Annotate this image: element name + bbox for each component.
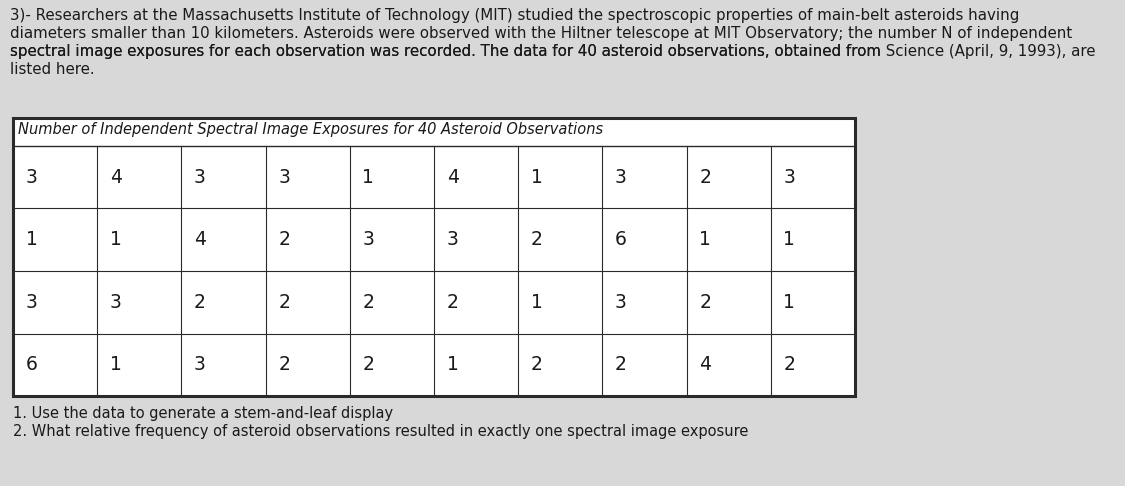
Text: 2: 2 (278, 293, 290, 312)
Text: 1. Use the data to generate a stem-and-leaf display: 1. Use the data to generate a stem-and-l… (14, 406, 393, 421)
Text: 2: 2 (278, 230, 290, 249)
Text: 3: 3 (615, 293, 627, 312)
Text: spectral image exposures for each observation was recorded. The data for 40 aste: spectral image exposures for each observ… (10, 44, 1096, 59)
Text: 2: 2 (531, 355, 542, 374)
Text: 6: 6 (615, 230, 627, 249)
Text: 3: 3 (26, 293, 37, 312)
Text: 4: 4 (193, 230, 206, 249)
Text: 1: 1 (531, 168, 542, 187)
Text: 2: 2 (362, 355, 375, 374)
Text: 2: 2 (362, 293, 375, 312)
Text: 3: 3 (783, 168, 795, 187)
Text: 6: 6 (26, 355, 37, 374)
Text: 1: 1 (783, 293, 795, 312)
Text: Number of Independent Spectral Image Exposures for 40 Asteroid Observations: Number of Independent Spectral Image Exp… (18, 122, 603, 137)
Text: 1: 1 (362, 168, 375, 187)
Text: 3: 3 (615, 168, 627, 187)
Text: 3: 3 (362, 230, 375, 249)
Text: 2. What relative frequency of asteroid observations resulted in exactly one spec: 2. What relative frequency of asteroid o… (14, 424, 748, 439)
Text: 1: 1 (447, 355, 459, 374)
Text: spectral image exposures for each observation was recorded. The data for 40 aste: spectral image exposures for each observ… (10, 44, 885, 59)
Text: 2: 2 (783, 355, 795, 374)
Text: 2: 2 (447, 293, 459, 312)
Text: 2: 2 (615, 355, 627, 374)
Text: 2: 2 (531, 230, 542, 249)
Text: 2: 2 (700, 168, 711, 187)
Text: 1: 1 (26, 230, 37, 249)
Text: diameters smaller than 10 kilometers. Asteroids were observed with the Hiltner t: diameters smaller than 10 kilometers. As… (10, 26, 1072, 41)
Text: 4: 4 (700, 355, 711, 374)
Text: 3: 3 (193, 168, 206, 187)
Text: 3: 3 (26, 168, 37, 187)
Bar (14, 118, 855, 396)
Text: 1: 1 (700, 230, 711, 249)
Text: 2: 2 (278, 355, 290, 374)
Text: 4: 4 (110, 168, 122, 187)
Text: 3: 3 (110, 293, 122, 312)
Text: 2: 2 (700, 293, 711, 312)
Text: 1: 1 (110, 230, 122, 249)
Text: spectral image exposures for each observation was recorded. The data for 40 aste: spectral image exposures for each observ… (10, 44, 1096, 59)
Text: 3: 3 (193, 355, 206, 374)
Text: 4: 4 (447, 168, 459, 187)
Text: 1: 1 (783, 230, 795, 249)
Text: 3)- Researchers at the Massachusetts Institute of Technology (MIT) studied the s: 3)- Researchers at the Massachusetts Ins… (10, 8, 1019, 23)
Text: 3: 3 (447, 230, 459, 249)
Text: 1: 1 (531, 293, 542, 312)
Text: 3: 3 (278, 168, 290, 187)
Text: listed here.: listed here. (10, 62, 95, 77)
Text: 1: 1 (110, 355, 122, 374)
Text: 2: 2 (193, 293, 206, 312)
